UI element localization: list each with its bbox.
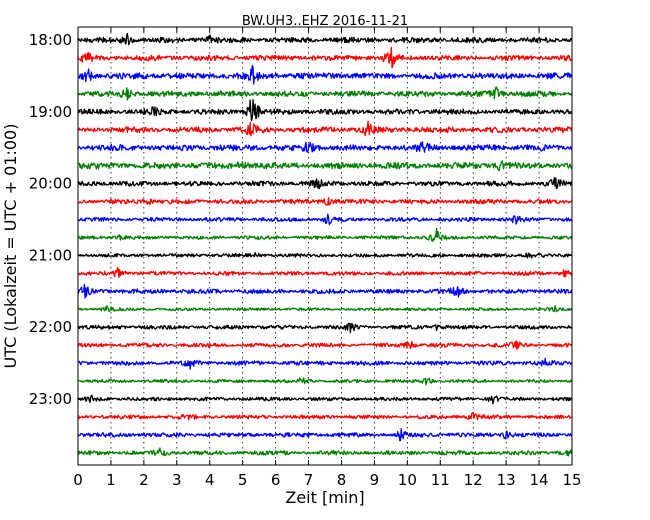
seismogram-trace — [77, 447, 573, 457]
y-tick-label: 21:00 — [29, 246, 72, 264]
seismogram-trace — [77, 32, 573, 46]
seismogram-trace — [77, 305, 573, 313]
plot-frame — [77, 26, 573, 466]
seismogram-trace — [77, 120, 573, 137]
x-tick-label: 6 — [271, 471, 281, 489]
x-tick-label: 4 — [205, 471, 215, 489]
x-axis-ticks: 0 1 2 3 4 5 6 7 8 9 10 11 12 13 14 15 — [73, 27, 582, 489]
seismogram-trace — [77, 412, 573, 421]
x-tick-label: 1 — [106, 471, 116, 489]
y-axis-label: UTC (Lokalzeit = UTC + 01:00) — [1, 124, 20, 369]
seismogram-trace — [77, 64, 573, 85]
seismogram-trace — [77, 357, 573, 370]
seismogram-trace — [77, 427, 573, 442]
seismogram-trace — [77, 267, 573, 279]
seismogram-trace — [77, 177, 573, 190]
seismogram-trace — [77, 228, 573, 243]
seismogram-trace — [77, 283, 573, 299]
seismogram-trace — [77, 377, 573, 386]
y-tick-label: 19:00 — [29, 103, 72, 121]
vertical-grid-lines — [110, 27, 540, 465]
y-axis-ticks: 18:00 19:00 20:00 21:00 22:00 23:00 — [29, 31, 572, 408]
x-tick-label: 7 — [304, 471, 314, 489]
seismogram-trace — [77, 322, 573, 334]
x-tick-label: 3 — [172, 471, 182, 489]
seismogram-trace — [77, 160, 573, 172]
seismogram-trace — [77, 340, 573, 351]
seismogram-trace — [77, 99, 573, 122]
x-tick-label: 10 — [398, 471, 417, 489]
y-tick-label: 22:00 — [29, 318, 72, 336]
y-tick-label: 18:00 — [29, 31, 72, 49]
x-tick-label: 11 — [431, 471, 450, 489]
seismogram-trace — [77, 46, 573, 69]
x-tick-label: 8 — [337, 471, 347, 489]
seismogram-trace — [77, 394, 573, 405]
x-tick-label: 0 — [73, 471, 83, 489]
y-tick-label: 20:00 — [29, 175, 72, 193]
seismogram-trace — [77, 213, 573, 226]
seismogram-trace — [77, 141, 573, 153]
chart-title: BW.UH3..EHZ 2016-11-21 — [242, 14, 408, 29]
seismogram-trace — [77, 251, 572, 259]
seismogram-trace — [77, 86, 573, 101]
x-tick-label: 9 — [370, 471, 380, 489]
y-tick-label: 23:00 — [29, 390, 72, 408]
x-tick-label: 15 — [562, 471, 581, 489]
seismogram-trace — [77, 197, 573, 206]
x-axis-label: Zeit [min] — [285, 488, 364, 507]
x-tick-label: 12 — [464, 471, 483, 489]
x-tick-label: 2 — [139, 471, 149, 489]
x-tick-label: 13 — [497, 471, 516, 489]
x-tick-label: 14 — [530, 471, 549, 489]
seismogram-traces — [77, 32, 573, 457]
x-tick-label: 5 — [238, 471, 248, 489]
